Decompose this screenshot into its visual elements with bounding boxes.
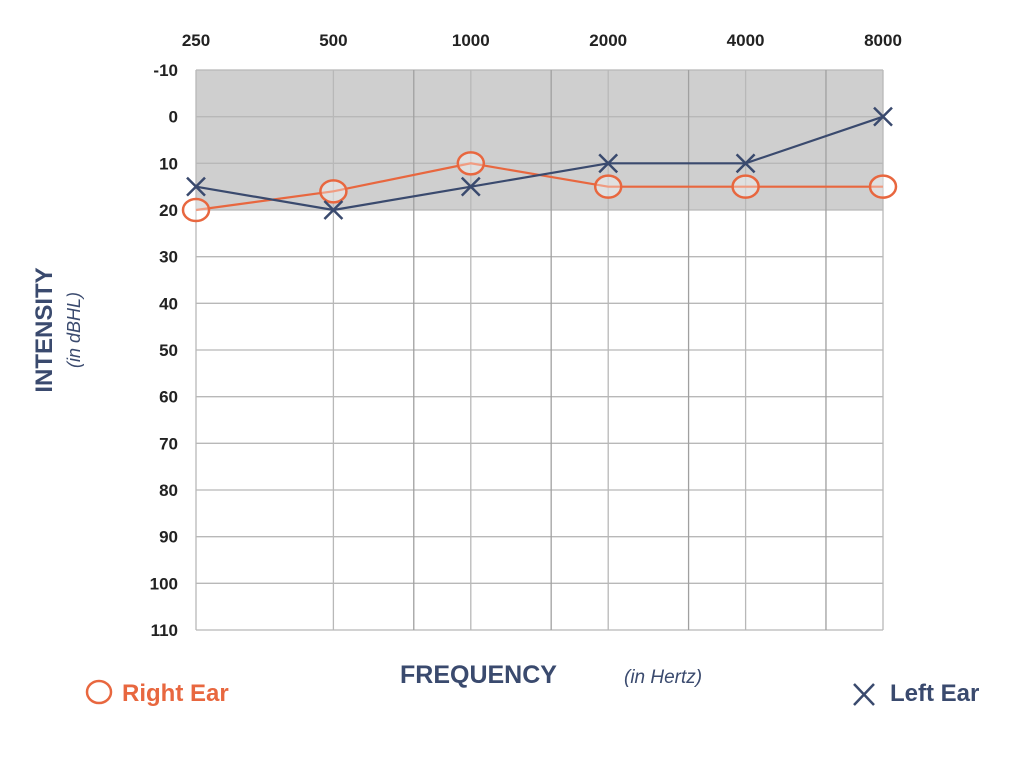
y-tick-label: 30 [159,248,178,267]
x-axis-title: FREQUENCY (in Hertz) [400,661,702,689]
legend-label-right-ear: Right Ear [122,680,229,707]
series-line [195,115,884,212]
data-point-circle [456,151,486,176]
legend: Right Ear Left Ear [85,679,979,707]
y-axis-title: INTENSITY (in dBHL) [31,267,84,392]
y-tick-label: 60 [159,388,178,407]
series-left-ear [186,106,893,220]
legend-x-marker-icon [853,683,875,706]
x-tick-label: 8000 [864,31,902,50]
legend-circle-marker-icon [85,679,113,705]
y-tick-label: 40 [159,294,178,313]
normal-hearing-band [196,70,883,210]
y-tick-label: 110 [151,621,178,640]
y-tick-label: 90 [159,528,178,547]
data-point-circle [593,174,623,199]
y-tick-label: 50 [159,341,178,360]
y-tick-label: -10 [153,61,178,80]
x-tick-label: 250 [182,31,210,50]
x-tick-label: 4000 [727,31,765,50]
legend-item-left-ear: Left Ear [853,680,979,707]
y-axis-unit-label: (in dBHL) [64,292,84,368]
y-tick-label: 0 [169,108,178,127]
y-tick-label: 70 [159,434,178,453]
x-axis-unit-label: (in Hertz) [624,667,702,688]
data-point-x [735,153,756,174]
legend-item-right-ear: Right Ear [85,679,229,707]
x-axis-label: FREQUENCY [400,661,557,689]
data-point-x [598,153,619,174]
y-tick-label: 100 [150,574,178,593]
y-tick-label: 80 [159,481,178,500]
data-point-circle [868,174,898,199]
x-tick-label: 2000 [589,31,627,50]
data-point-x [460,176,481,197]
data-point-circle [731,174,760,199]
data-point-x [873,106,893,127]
data-point-circle [181,197,211,223]
x-tick-label: 1000 [452,31,490,50]
data-point-circle [319,179,348,204]
y-tick-label: 10 [159,154,178,173]
x-tick-label: 500 [319,31,347,50]
y-tick-label: 20 [159,201,178,220]
data-point-x [323,200,344,220]
legend-label-left-ear: Left Ear [890,680,979,707]
data-point-x [186,176,206,197]
y-axis-label: INTENSITY [31,267,58,392]
